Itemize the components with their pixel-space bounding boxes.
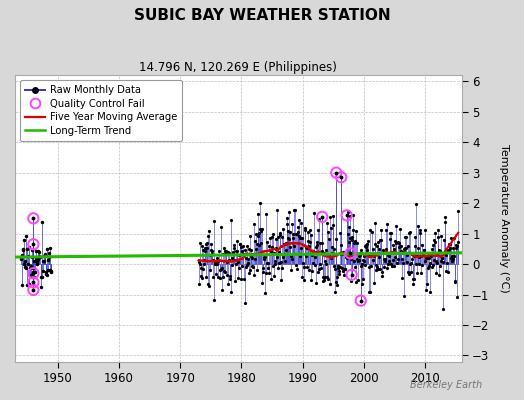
Point bbox=[29, 215, 38, 222]
Text: Berkeley Earth: Berkeley Earth bbox=[410, 380, 482, 390]
Point bbox=[337, 174, 345, 180]
Point bbox=[318, 214, 326, 220]
Point bbox=[29, 279, 38, 286]
Point bbox=[29, 287, 38, 293]
Point bbox=[29, 241, 38, 248]
Point bbox=[332, 170, 341, 176]
Legend: Raw Monthly Data, Quality Control Fail, Five Year Moving Average, Long-Term Tren: Raw Monthly Data, Quality Control Fail, … bbox=[20, 80, 182, 141]
Point bbox=[346, 250, 355, 257]
Point bbox=[343, 212, 351, 218]
Point bbox=[29, 270, 38, 276]
Y-axis label: Temperature Anomaly (°C): Temperature Anomaly (°C) bbox=[499, 144, 509, 293]
Text: SUBIC BAY WEATHER STATION: SUBIC BAY WEATHER STATION bbox=[134, 8, 390, 23]
Point bbox=[357, 298, 365, 304]
Title: 14.796 N, 120.269 E (Philippines): 14.796 N, 120.269 E (Philippines) bbox=[139, 61, 337, 74]
Point bbox=[347, 272, 356, 278]
